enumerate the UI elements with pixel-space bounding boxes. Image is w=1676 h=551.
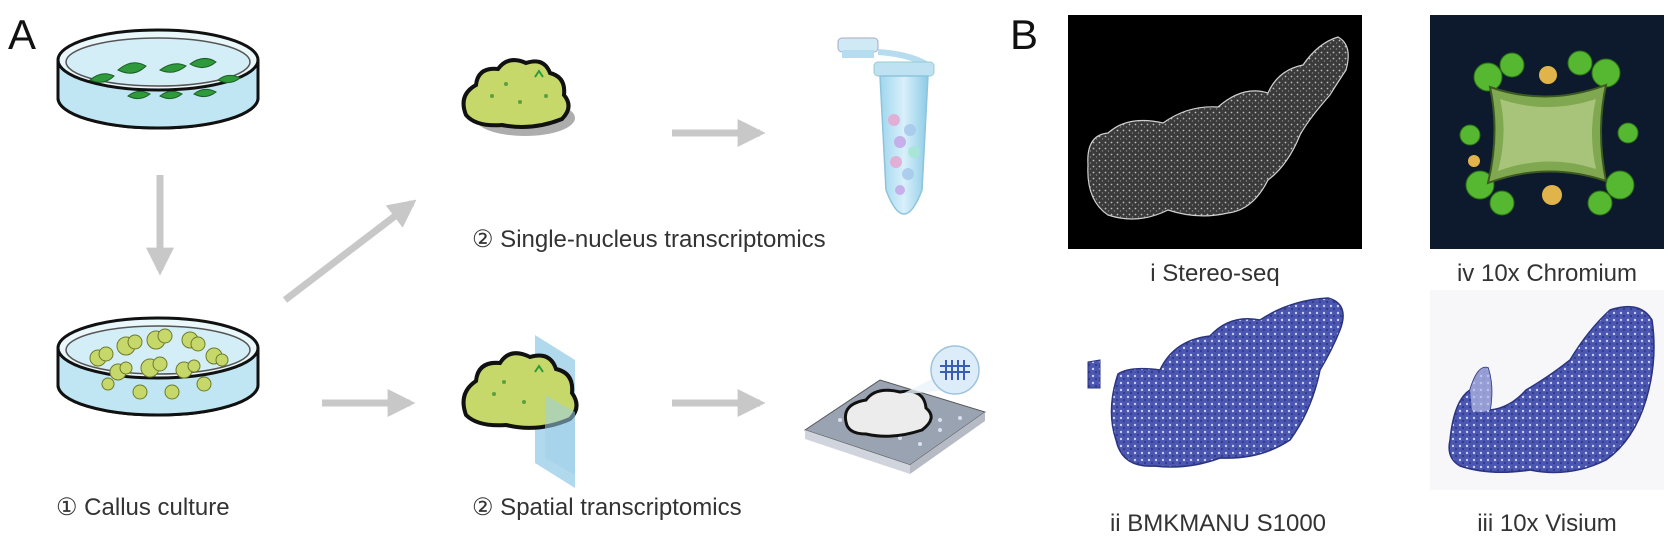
caption-visium: iii 10x Visium — [1477, 510, 1617, 537]
panel-b-label: B — [1010, 11, 1039, 58]
caption-single-nucleus: ② Single-nucleus transcriptomics — [472, 226, 826, 253]
caption-chromium: iv 10x Chromium — [1456, 260, 1638, 287]
petri-dish-leaves — [56, 28, 260, 130]
arrow-diagonal — [282, 199, 417, 303]
petri-dish-callus — [56, 316, 260, 417]
callus-clump-top — [461, 58, 575, 136]
callus-section-plane — [461, 335, 579, 488]
caption-stereo-seq: i Stereo-seq — [1150, 260, 1280, 287]
chromium-image — [1430, 15, 1664, 249]
microcentrifuge-tube-icon — [837, 37, 935, 215]
panel-a-label: A — [8, 11, 37, 58]
bmkmanu-s1000-image — [1070, 290, 1370, 490]
caption-bmkmanu: ii BMKMANU S1000 — [1109, 510, 1327, 537]
caption-spatial: ② Spatial transcriptomics — [472, 494, 742, 521]
caption-callus-culture: ① Callus culture — [56, 494, 230, 521]
panel-a-diagram — [56, 28, 987, 488]
stereo-seq-image — [1068, 15, 1362, 249]
spatial-chip-icon — [803, 345, 987, 474]
visium-image — [1430, 290, 1664, 490]
